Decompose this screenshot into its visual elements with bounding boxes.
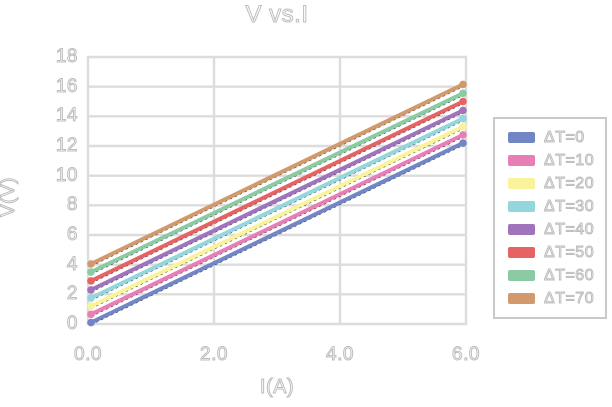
legend-item: ΔT=40 (508, 218, 605, 241)
data-point-marker (87, 268, 95, 276)
legend-label: ΔT=40 (543, 220, 595, 238)
data-point-marker (459, 97, 467, 106)
series-line (89, 91, 465, 275)
y-tick-label: 4 (66, 253, 78, 275)
chart-title: V vs.I (245, 1, 309, 29)
y-axis-label: V(V) (0, 177, 20, 218)
legend-label: ΔT=0 (544, 128, 585, 146)
data-point-marker (459, 89, 467, 98)
legend-swatch (508, 293, 535, 304)
legend-item: ΔT=0 (508, 126, 605, 149)
legend-item: ΔT=70 (508, 287, 605, 310)
data-point-marker (87, 318, 95, 327)
data-point-marker (87, 260, 95, 268)
data-point-marker (459, 122, 467, 131)
legend-swatch (508, 201, 535, 212)
series-line (89, 132, 465, 317)
y-tick-label: 2 (66, 283, 78, 305)
legend-label: ΔT=10 (543, 151, 595, 169)
y-tick-label: 12 (55, 135, 78, 157)
legend-swatch (508, 247, 535, 258)
y-tick-label: 8 (66, 194, 78, 216)
data-point-marker (459, 139, 467, 147)
legend-label: ΔT=30 (543, 197, 595, 215)
legend-swatch (508, 224, 535, 235)
x-tick-label: 0.0 (74, 344, 102, 366)
x-axis-label: I(A) (259, 376, 295, 399)
legend-label: ΔT=60 (543, 266, 595, 284)
series-line (89, 99, 465, 283)
y-tick-label: 16 (55, 75, 78, 97)
data-point-marker (87, 310, 95, 319)
legend-item: ΔT=60 (508, 264, 605, 287)
legend-item: ΔT=10 (508, 149, 605, 172)
y-tick-label: 6 (66, 224, 78, 246)
legend-swatch (508, 178, 535, 189)
data-point-marker (459, 131, 467, 139)
x-tick-label: 2.0 (200, 344, 228, 366)
x-tick-label: 6.0 (452, 344, 480, 366)
x-tick-label: 4.0 (326, 344, 354, 366)
series-line (89, 141, 465, 325)
legend-label: ΔT=20 (543, 174, 595, 192)
legend-swatch (508, 155, 535, 166)
y-tick-label: 14 (55, 105, 78, 127)
data-point-marker (87, 286, 95, 294)
series-line (89, 124, 465, 309)
legend-label: ΔT=50 (543, 243, 595, 261)
legend-swatch (508, 270, 535, 281)
data-point-marker (87, 277, 95, 285)
y-tick-label: 0 (66, 313, 78, 335)
data-point-marker (459, 114, 467, 123)
legend-item: ΔT=20 (508, 172, 605, 195)
data-point-marker (459, 106, 467, 115)
y-tick-label: 18 (55, 46, 78, 68)
data-point-marker (87, 294, 95, 302)
legend-item: ΔT=50 (508, 241, 605, 264)
legend-item: ΔT=30 (508, 195, 605, 218)
y-tick-label: 10 (55, 164, 78, 186)
series-line (89, 82, 465, 266)
legend-box: ΔT=0 ΔT=10 ΔT=20 ΔT=30 ΔT=40 ΔT=50 ΔT=60 ΔT=70 (493, 117, 607, 319)
legend-swatch (508, 132, 535, 143)
series-line (89, 116, 465, 301)
legend-label: ΔT=70 (543, 289, 595, 307)
data-point-marker (87, 302, 95, 311)
series-line (89, 108, 465, 292)
data-point-marker (459, 80, 467, 89)
